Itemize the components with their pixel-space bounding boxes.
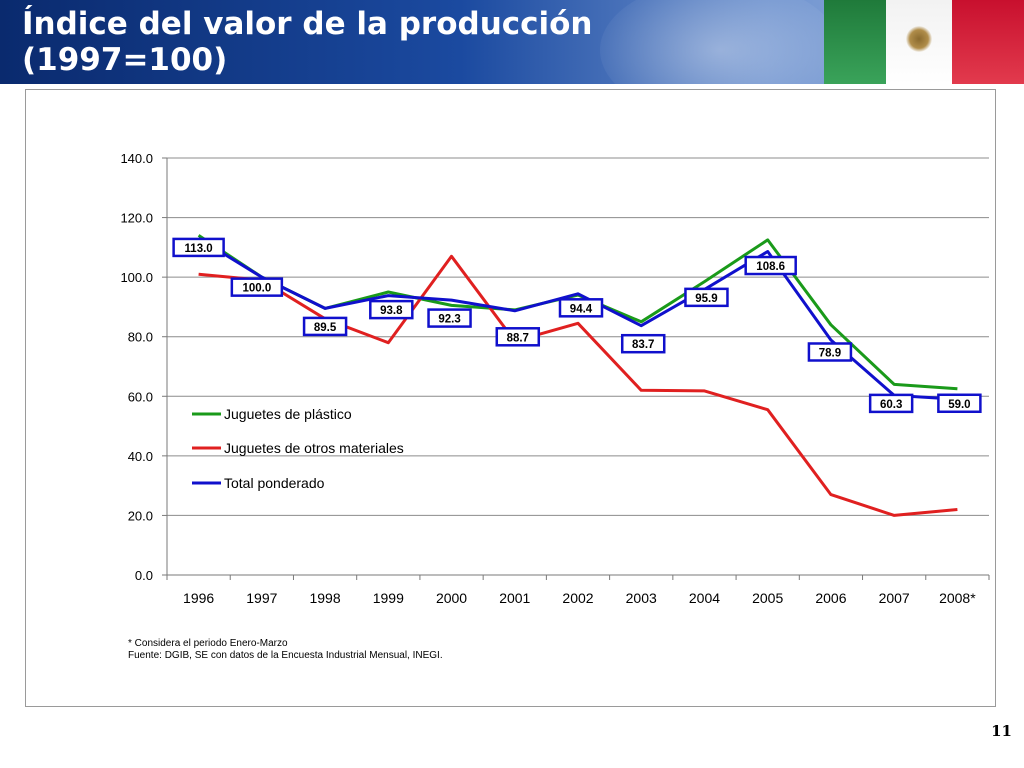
data-label-box xyxy=(744,255,797,276)
eagle-emblem-decoration xyxy=(600,0,840,84)
data-label-box xyxy=(495,327,541,347)
slide-header: Índice del valor de la producción (1997=… xyxy=(0,0,1024,84)
chart-frame: 0.0 20.0 40.0 60.0 80.0 100.0 120.0 140.0 1996 19… xyxy=(25,89,996,707)
mexico-flag-image xyxy=(824,0,1024,84)
series-line-2 xyxy=(197,237,958,401)
x-tick-label: 1996 xyxy=(183,590,214,606)
data-label-box xyxy=(427,308,472,328)
y-tick-label: 100.0 xyxy=(120,270,153,285)
data-label: 108.6 xyxy=(756,261,785,273)
x-tick-label: 1998 xyxy=(309,590,340,606)
data-label: 83.7 xyxy=(632,339,654,351)
legend-label: Juguetes de plástico xyxy=(224,406,352,422)
data-label: 59.0 xyxy=(948,399,970,411)
x-tick-label: 2003 xyxy=(626,590,657,606)
x-tick-label: 2008* xyxy=(939,590,976,606)
data-label-box xyxy=(620,333,666,354)
data-label: 92.3 xyxy=(438,314,460,326)
data-label: 89.5 xyxy=(314,322,337,334)
x-tick-label: 2004 xyxy=(689,590,720,606)
data-label: 60.3 xyxy=(880,399,902,411)
data-label-box xyxy=(230,277,284,297)
y-tick-label: 0.0 xyxy=(135,568,153,583)
data-label-box xyxy=(172,237,225,258)
y-tick-label: 60.0 xyxy=(128,389,153,404)
y-tick-label: 80.0 xyxy=(128,330,153,345)
y-tick-label: 120.0 xyxy=(120,211,153,226)
data-label: 78.9 xyxy=(819,347,841,359)
x-tick-label: 2006 xyxy=(815,590,846,606)
x-tick-label: 2001 xyxy=(499,590,530,606)
data-label-box xyxy=(937,393,982,414)
x-tick-label: 2000 xyxy=(436,590,467,606)
data-label-box xyxy=(684,287,729,308)
x-tick-label: 2002 xyxy=(562,590,593,606)
data-label: 94.4 xyxy=(570,303,593,315)
x-tick-label: 1999 xyxy=(373,590,404,606)
data-label: 113.0 xyxy=(185,243,213,255)
x-tick-label: 2005 xyxy=(752,590,783,606)
legend-label: Juguetes de otros materiales xyxy=(224,440,404,456)
data-label-box xyxy=(807,342,853,362)
x-tick-label: 1997 xyxy=(246,590,277,606)
page-number: 11 xyxy=(991,722,1012,740)
data-label-box xyxy=(868,393,914,414)
y-tick-label: 40.0 xyxy=(128,449,153,464)
data-label: 88.7 xyxy=(507,332,529,344)
data-label-box xyxy=(302,316,348,337)
x-tick-label: 2007 xyxy=(879,590,910,606)
data-label: 95.9 xyxy=(695,293,717,305)
source-note: Fuente: DGIB, SE con datos de la Encuest… xyxy=(128,650,443,661)
data-label-box xyxy=(369,299,414,320)
y-tick-label: 20.0 xyxy=(128,508,153,523)
footnote: * Considera el periodo Enero-Marzo xyxy=(128,638,288,649)
y-tick-label: 140.0 xyxy=(120,151,153,166)
data-label-box xyxy=(558,298,604,318)
data-label: 93.8 xyxy=(380,305,403,317)
legend-label: Total ponderado xyxy=(224,475,325,491)
slide-title: Índice del valor de la producción (1997=… xyxy=(22,6,593,78)
line-chart: 0.0 20.0 40.0 60.0 80.0 100.0 120.0 140.0 1996 19… xyxy=(120,151,990,661)
data-label: 100.0 xyxy=(242,283,271,295)
